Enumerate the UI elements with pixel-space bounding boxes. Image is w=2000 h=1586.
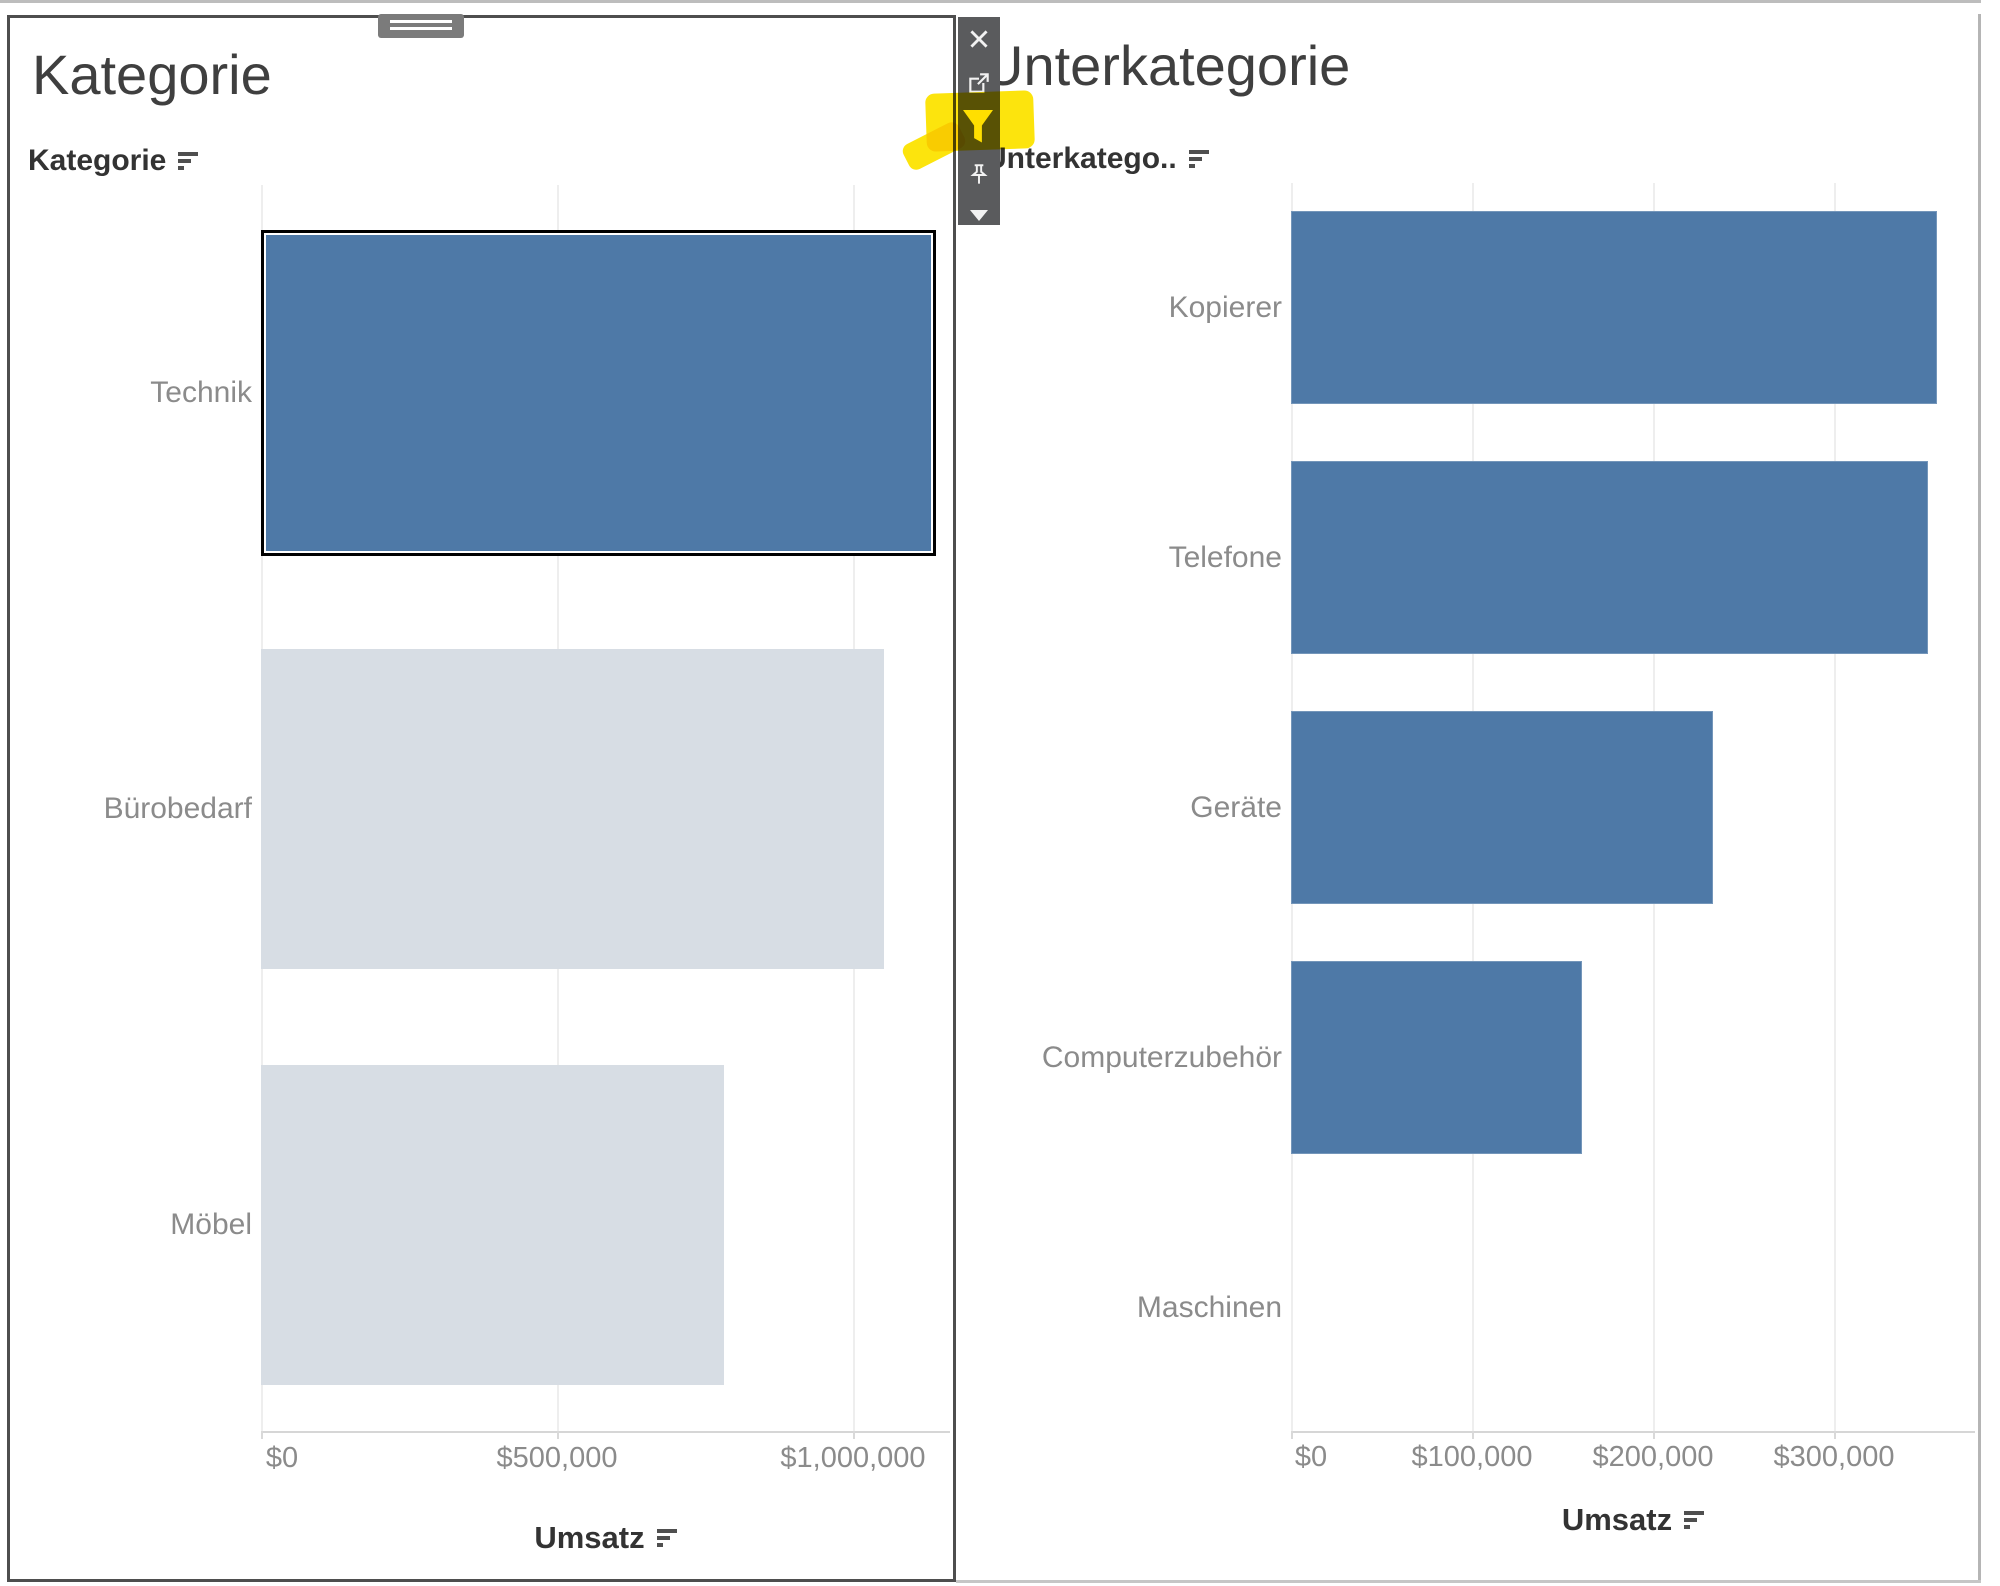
grip-line: [390, 27, 452, 30]
bar-technik-selected[interactable]: [261, 230, 936, 556]
bar-moebel[interactable]: [261, 1065, 724, 1385]
right-tick-300k: $300,000: [1773, 1441, 1895, 1473]
axis-tick: [261, 1431, 263, 1439]
row-label-geraete[interactable]: Geräte: [1190, 791, 1282, 824]
left-axis-title: Umsatz: [534, 1520, 645, 1555]
grip-line: [390, 20, 452, 23]
axis-tick: [1472, 1431, 1474, 1439]
axis-tick: [1653, 1431, 1655, 1439]
bar-kopierer[interactable]: [1291, 211, 1937, 404]
sort-descending-icon[interactable]: [1188, 150, 1209, 168]
left-tick-500k: $500,000: [496, 1442, 618, 1474]
left-field-header[interactable]: Kategorie: [28, 144, 167, 177]
row-label-maschinen[interactable]: Maschinen: [1136, 1291, 1282, 1324]
right-axis-title: Umsatz: [1561, 1502, 1673, 1537]
axis-tick: [1834, 1431, 1836, 1439]
row-label-moebel[interactable]: Möbel: [170, 1208, 252, 1241]
bar-buerobedarf[interactable]: [261, 649, 884, 969]
left-plot-area: [261, 185, 950, 1439]
row-label-telefone[interactable]: Telefone: [1168, 541, 1282, 574]
row-label-computerzubehoer[interactable]: Computerzubehör: [1041, 1041, 1282, 1074]
row-label-technik[interactable]: Technik: [150, 376, 252, 409]
dashboard-border-right: [1978, 14, 1981, 1583]
pin-icon[interactable]: [958, 157, 1000, 193]
left-tick-1m: $1,000,000: [780, 1442, 926, 1474]
right-tick-200k: $200,000: [1592, 1441, 1714, 1473]
right-tick-100k: $100,000: [1411, 1441, 1533, 1473]
dropdown-caret-icon[interactable]: [958, 197, 1000, 233]
dashboard-border-bottom: [956, 1580, 1981, 1583]
right-chart-title: Unterkategorie: [983, 34, 1351, 97]
sort-descending-icon[interactable]: [178, 152, 199, 170]
right-tick-0: $0: [1294, 1441, 1328, 1473]
axis-tick: [1291, 1431, 1293, 1439]
worksheet-drag-handle[interactable]: [378, 14, 464, 38]
bar-computerzubehoer[interactable]: [1291, 961, 1582, 1154]
bar-geraete[interactable]: [1291, 711, 1713, 904]
row-label-kopierer[interactable]: Kopierer: [1168, 291, 1282, 324]
left-chart-title: Kategorie: [32, 43, 272, 106]
axis-tick: [853, 1431, 855, 1439]
gridline-300k: [1834, 183, 1836, 1431]
right-plot-area: [1291, 183, 1975, 1439]
sort-descending-icon[interactable]: [1684, 1511, 1705, 1529]
close-icon[interactable]: [958, 21, 1000, 57]
left-tick-0: $0: [265, 1442, 299, 1474]
axis-tick: [557, 1431, 559, 1439]
bar-telefone[interactable]: [1291, 461, 1928, 654]
sort-descending-icon[interactable]: [656, 1529, 677, 1547]
dashboard-border-top: [0, 0, 1981, 3]
row-label-buerobedarf[interactable]: Bürobedarf: [103, 792, 252, 825]
worksheet-kategorie: Kategorie Kategorie Technik Bürobedarf M…: [7, 14, 956, 1582]
